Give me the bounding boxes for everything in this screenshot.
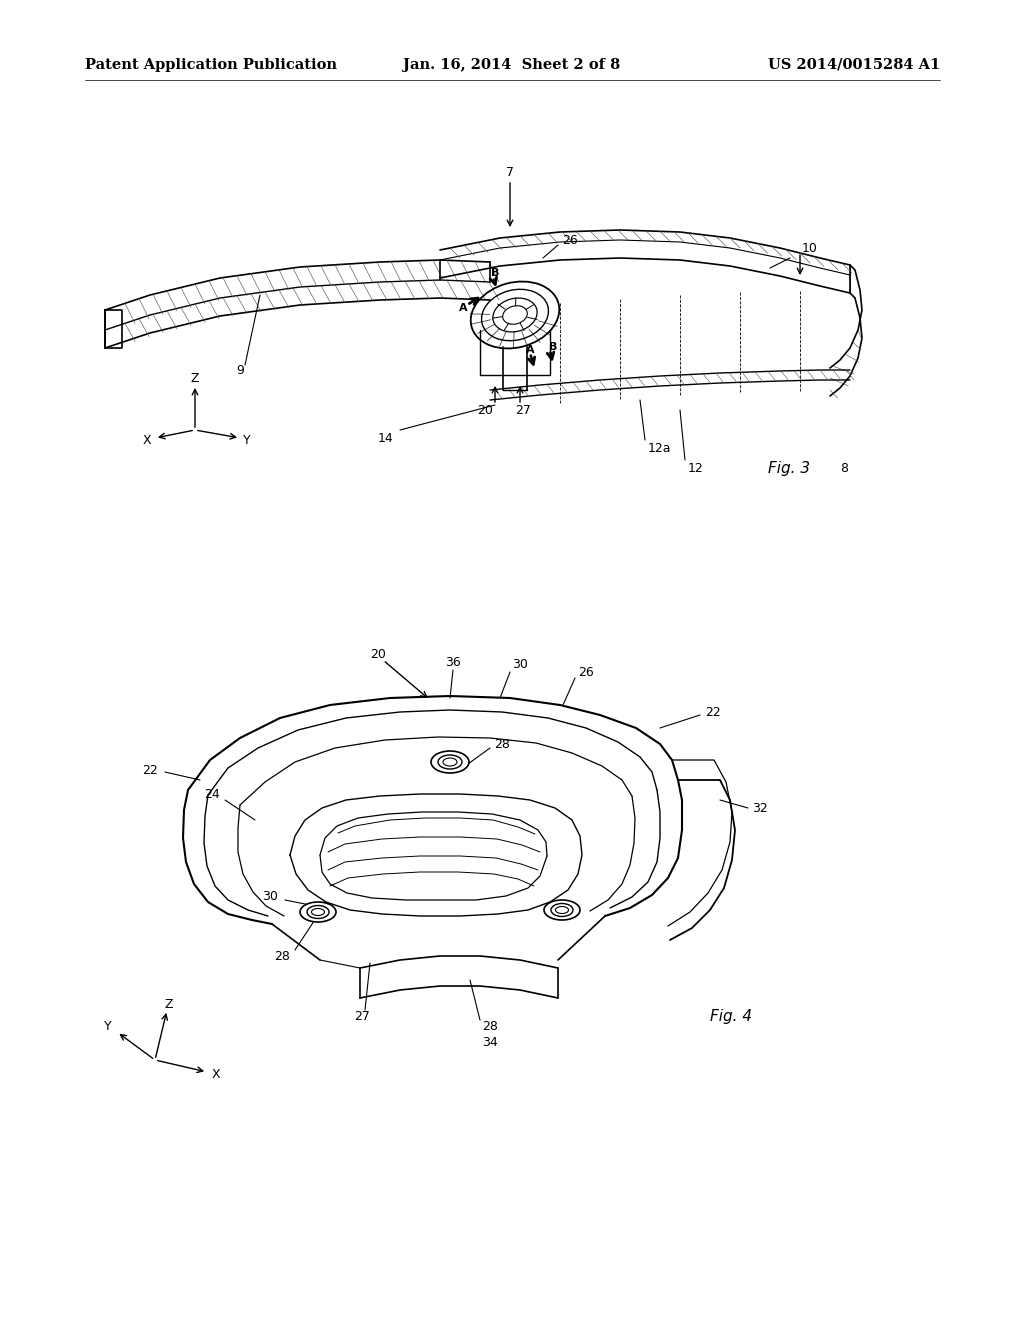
Text: B: B <box>549 342 557 352</box>
Text: 28: 28 <box>482 1019 498 1032</box>
Text: Z: Z <box>190 371 200 384</box>
Ellipse shape <box>438 755 462 770</box>
Ellipse shape <box>307 906 329 919</box>
Text: 12: 12 <box>688 462 703 474</box>
Text: B: B <box>490 268 499 279</box>
Text: 9: 9 <box>237 363 244 376</box>
Text: Z: Z <box>165 998 173 1011</box>
Text: 27: 27 <box>515 404 530 417</box>
Text: A: A <box>459 304 467 313</box>
Text: 22: 22 <box>705 705 721 718</box>
Text: US 2014/0015284 A1: US 2014/0015284 A1 <box>768 58 940 73</box>
Text: 8: 8 <box>840 462 848 474</box>
Text: A: A <box>525 345 535 355</box>
Ellipse shape <box>544 900 580 920</box>
Text: 22: 22 <box>142 763 158 776</box>
Text: 27: 27 <box>354 1010 370 1023</box>
Text: 30: 30 <box>262 891 278 903</box>
Text: 26: 26 <box>578 665 594 678</box>
Text: Fig. 3: Fig. 3 <box>768 461 810 475</box>
Text: Patent Application Publication: Patent Application Publication <box>85 58 337 73</box>
Text: 10: 10 <box>802 242 818 255</box>
Text: 34: 34 <box>482 1035 498 1048</box>
Text: 7: 7 <box>506 165 514 178</box>
Text: 14: 14 <box>377 432 393 445</box>
Ellipse shape <box>431 751 469 774</box>
Text: 12a: 12a <box>648 441 672 454</box>
Text: Y: Y <box>243 433 251 446</box>
Text: 24: 24 <box>204 788 220 801</box>
Text: 20: 20 <box>370 648 386 660</box>
Text: 20: 20 <box>477 404 493 417</box>
Text: Jan. 16, 2014  Sheet 2 of 8: Jan. 16, 2014 Sheet 2 of 8 <box>403 58 621 73</box>
Ellipse shape <box>551 903 573 916</box>
Text: X: X <box>142 433 152 446</box>
Ellipse shape <box>300 902 336 921</box>
Text: 28: 28 <box>494 738 510 751</box>
Text: 30: 30 <box>512 659 528 672</box>
Text: Y: Y <box>104 1020 112 1034</box>
Text: Fig. 4: Fig. 4 <box>710 1008 752 1023</box>
Text: X: X <box>212 1068 220 1081</box>
Text: 28: 28 <box>274 949 290 962</box>
Text: 32: 32 <box>752 801 768 814</box>
Text: 26: 26 <box>562 235 578 248</box>
Text: 36: 36 <box>445 656 461 669</box>
